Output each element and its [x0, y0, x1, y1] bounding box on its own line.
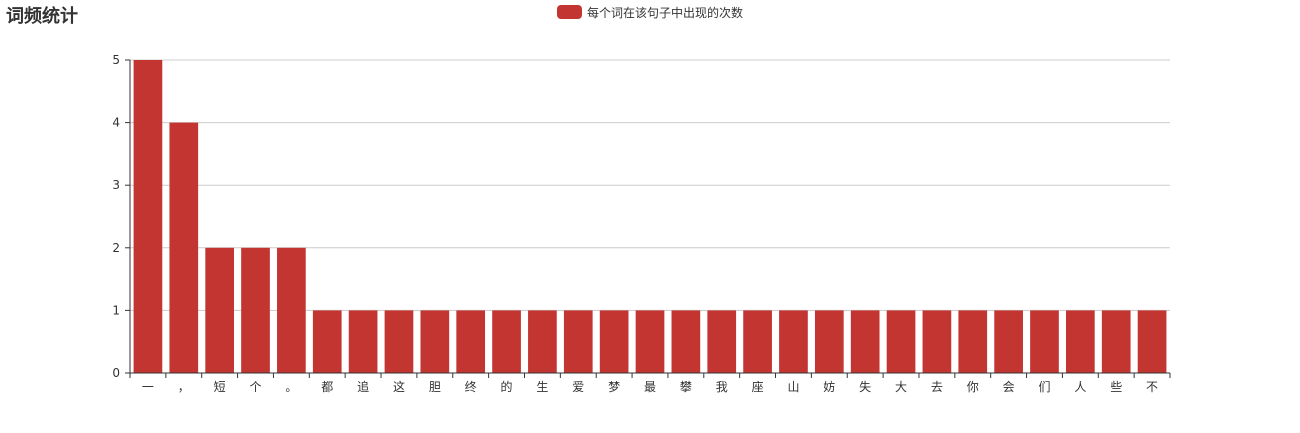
bar[interactable] — [886, 310, 916, 373]
x-tick-label: 梦 — [608, 380, 620, 394]
bar[interactable] — [205, 247, 234, 373]
bar[interactable] — [277, 247, 306, 373]
y-tick-label: 2 — [112, 241, 120, 255]
chart-title: 词频统计 — [6, 6, 78, 27]
y-tick-label: 3 — [112, 178, 120, 192]
bar[interactable] — [348, 310, 378, 373]
x-tick-label: 座 — [752, 379, 764, 394]
x-tick-label: 会 — [1003, 380, 1015, 394]
x-tick-label: 终 — [465, 379, 477, 394]
y-tick-label: 5 — [112, 53, 120, 67]
x-tick-label: 妨 — [823, 379, 835, 394]
bar[interactable] — [1030, 310, 1059, 373]
bar[interactable] — [563, 310, 593, 373]
bar[interactable] — [814, 310, 844, 373]
bar[interactable] — [1101, 310, 1131, 373]
x-tick-label: 胆 — [429, 380, 441, 394]
bar[interactable] — [241, 247, 270, 373]
x-tick-label: 失 — [859, 379, 871, 394]
x-tick-label: 爱 — [572, 380, 584, 394]
axes: 0 1 2 3 4 5 一 ， 短 个 。 都 追 这 胆 终 的 生 爱 梦 最 攀 我 座 山 妨 失 大 去 你 会 们 人 些 不 — [112, 53, 1171, 394]
bars — [133, 60, 1167, 373]
bar[interactable] — [169, 122, 199, 373]
bar[interactable] — [1066, 310, 1095, 373]
x-tick-label: 去 — [931, 380, 943, 394]
bar[interactable] — [850, 310, 880, 373]
bar[interactable] — [456, 310, 486, 373]
bar[interactable] — [922, 310, 952, 373]
x-tick-label: 不 — [1146, 380, 1158, 394]
x-tick-label: 些 — [1110, 380, 1122, 394]
y-tick-label: 4 — [112, 116, 120, 130]
x-tick-label: 最 — [644, 380, 656, 394]
bar[interactable] — [635, 310, 665, 373]
x-tick-label: 追 — [357, 379, 369, 394]
x-tick-label: 攀 — [680, 380, 692, 394]
x-tick-label: 都 — [321, 380, 333, 394]
bar[interactable] — [528, 310, 557, 373]
legend-item[interactable]: 每个词在该句子中出现的次数 — [557, 4, 743, 20]
legend-swatch — [557, 5, 582, 19]
bar[interactable] — [671, 310, 701, 373]
bar[interactable] — [312, 310, 342, 373]
bar[interactable] — [420, 310, 450, 373]
bar[interactable] — [707, 310, 737, 373]
bar[interactable] — [1137, 310, 1167, 373]
x-tick-label: 大 — [895, 380, 907, 394]
bar[interactable] — [384, 310, 414, 373]
bar[interactable] — [133, 60, 163, 373]
bar[interactable] — [743, 310, 772, 373]
legend-label: 每个词在该句子中出现的次数 — [587, 5, 744, 20]
bar[interactable] — [958, 310, 988, 373]
x-tick-label: 短 — [214, 380, 226, 394]
x-tick-label: 们 — [1038, 379, 1050, 394]
x-tick-label: 人 — [1074, 380, 1086, 394]
bar[interactable] — [599, 310, 629, 373]
bar[interactable] — [492, 310, 521, 373]
y-tick-label: 1 — [112, 303, 120, 317]
bar[interactable] — [994, 310, 1023, 373]
x-tick-label: 这 — [393, 379, 405, 394]
x-tick-label: 我 — [716, 380, 728, 394]
x-tick-label: 。 — [285, 380, 297, 394]
bar[interactable] — [779, 310, 808, 373]
y-tick-label: 0 — [112, 366, 120, 380]
x-tick-label: 个 — [250, 380, 262, 394]
x-tick-label: 一 — [142, 380, 154, 394]
x-tick-label: 山 — [787, 380, 799, 394]
x-tick-label: ， — [178, 380, 190, 394]
x-tick-label: 的 — [501, 379, 513, 394]
x-tick-label: 你 — [967, 380, 979, 394]
x-tick-label: 生 — [536, 380, 548, 394]
